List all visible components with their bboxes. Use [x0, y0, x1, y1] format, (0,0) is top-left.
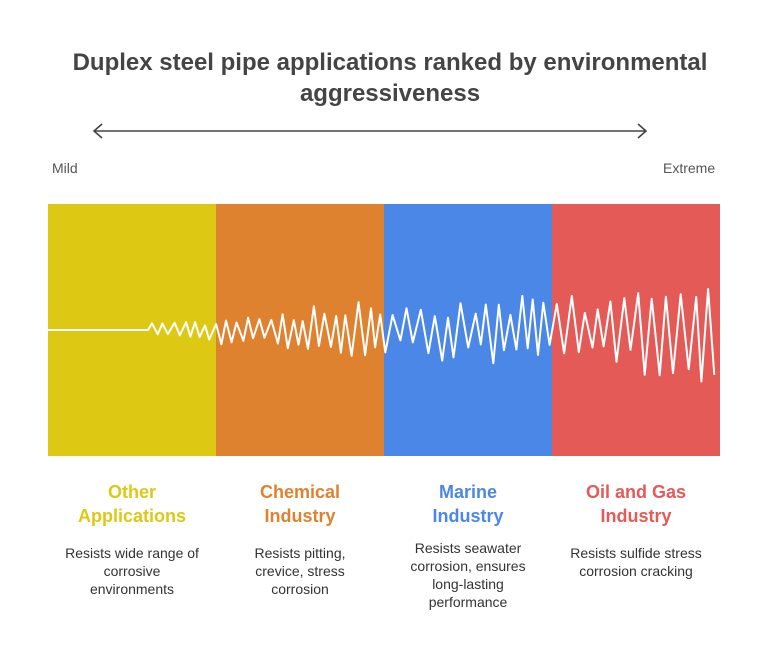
- category-title: Other Applications: [77, 482, 186, 526]
- category-oil-and-gas-industry: Oil and Gas Industry Resists sulfide str…: [552, 480, 720, 580]
- category-title: Marine Industry: [432, 482, 504, 526]
- category-title: Oil and Gas Industry: [585, 482, 687, 526]
- aggressiveness-waveform: [48, 288, 716, 383]
- scale-min-label: Mild: [52, 160, 78, 176]
- category-description: Resists pitting, crevice, stress corrosi…: [254, 545, 346, 597]
- category-marine-industry: Marine Industry Resists seawater corrosi…: [384, 480, 552, 611]
- scale-max-label: Extreme: [663, 160, 716, 176]
- diagram-title: Duplex steel pipe applications ranked by…: [72, 49, 708, 107]
- category-description: Resists sulfide stress corrosion crackin…: [570, 545, 702, 579]
- category-title: Chemical Industry: [259, 482, 341, 526]
- category-description: Resists wide range of corrosive environm…: [65, 545, 199, 597]
- band-marine-industry: [384, 204, 552, 456]
- band-chemical-industry: [216, 204, 384, 456]
- category-chemical-industry: Chemical Industry Resists pitting, crevi…: [216, 480, 384, 598]
- category-description: Resists seawater corrosion, ensures long…: [410, 540, 526, 610]
- mild-to-extreme-arrow: [92, 123, 648, 139]
- category-other-applications: Other Applications Resists wide range of…: [48, 480, 216, 598]
